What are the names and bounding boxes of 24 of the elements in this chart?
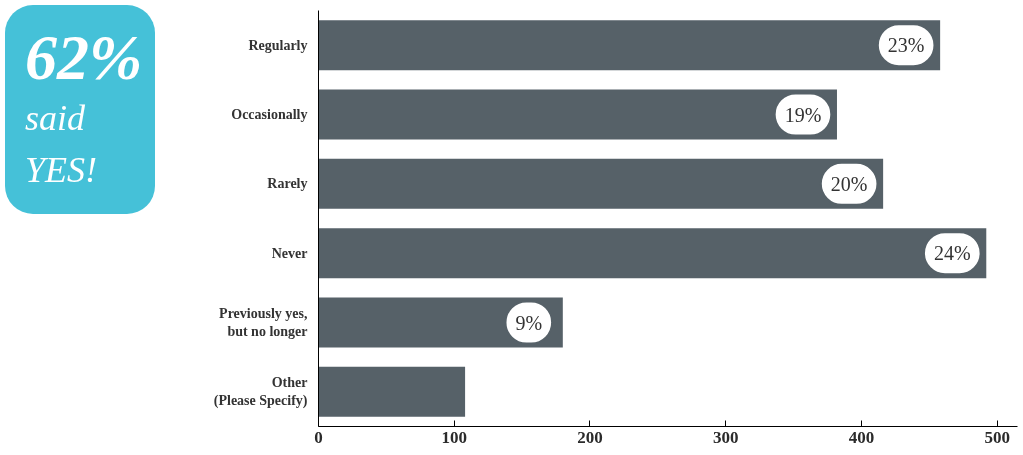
y-tick-label: Never: [271, 245, 308, 261]
x-tick-label: 200: [577, 427, 603, 447]
x-tick-label: 500: [984, 427, 1010, 447]
y-tick-label: Other (Please Specify): [213, 375, 308, 410]
bar: [318, 228, 987, 279]
y-tick-label: Regularly: [248, 37, 308, 53]
bar: [318, 158, 884, 209]
y-tick-label: Occasionally: [231, 107, 308, 122]
annotation: 19%: [784, 103, 822, 126]
annotation: 24%: [933, 242, 971, 265]
x-tick-label: 100: [441, 427, 467, 447]
bar: [318, 89, 837, 140]
x-tick-label: 400: [848, 427, 875, 447]
y-tick-label: Rarely: [267, 176, 308, 192]
y-tick-label: Previously yes, but no longer: [219, 306, 308, 339]
bar: [318, 20, 941, 71]
annotation: 23%: [887, 34, 925, 57]
bar: [318, 366, 466, 417]
x-tick-label: 300: [712, 427, 739, 447]
x-tick-label: 0: [314, 427, 323, 447]
annotation: 9%: [515, 311, 543, 334]
text: 62%: [25, 22, 143, 94]
annotation: 20%: [830, 172, 868, 195]
text: said YES!: [25, 97, 98, 192]
